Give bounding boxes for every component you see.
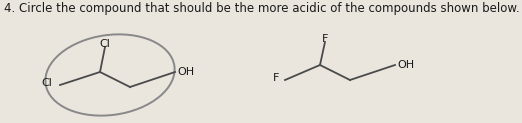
Text: F: F xyxy=(272,73,279,83)
Text: OH: OH xyxy=(397,60,414,70)
Text: OH: OH xyxy=(177,67,194,77)
Text: Cl: Cl xyxy=(100,39,111,49)
Text: Cl: Cl xyxy=(41,78,52,88)
Text: 4. Circle the compound that should be the more acidic of the compounds shown bel: 4. Circle the compound that should be th… xyxy=(4,2,519,15)
Text: F: F xyxy=(322,34,328,44)
